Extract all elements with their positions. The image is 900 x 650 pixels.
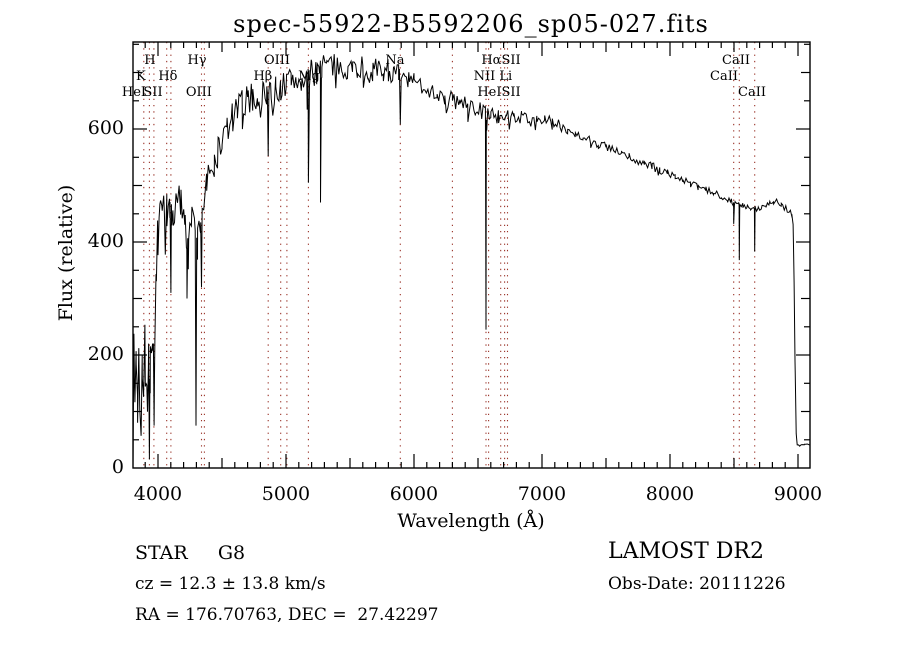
spectral-line-label: CaII [710,69,738,84]
spectral-line-label: OIII [186,85,212,100]
x-tick-label: 7000 [517,483,567,505]
axis-ticks [133,42,810,468]
x-axis-label: Wavelength (Å) [397,510,545,532]
spectral-line-label: Hγ [187,53,206,68]
spectral-line-label: K [136,69,146,84]
y-tick-label: 400 [87,230,124,252]
x-tick-label: 8000 [645,483,695,505]
spectral-line-label: CaII [738,85,766,100]
spectral-line-label: CaII [722,53,750,68]
y-axis-label: Flux (relative) [55,184,77,322]
plot-title: spec-55922-B5592206_sp05-027.fits [233,10,709,38]
star-class-text: STAR G8 [135,542,246,564]
survey-text: LAMOST DR2 [608,539,764,564]
spectral-line-label: Hδ [158,69,177,84]
spectral-line-label: H [144,53,155,68]
spectral-line-label: OIII [264,53,290,68]
plot-frame [132,41,811,469]
spectral-line-label: NII Li [474,69,513,84]
x-tick-label: 6000 [389,483,439,505]
spectral-line-label: Hβ [253,69,272,84]
spectral-line-label: HeI [122,85,146,100]
spectrum-line [132,54,810,469]
x-tick-label: 4000 [133,483,183,505]
spectral-line-label: Na [385,53,404,68]
spectral-line-label: SII [143,85,162,100]
y-tick-label: 600 [87,117,124,139]
y-tick-label: 0 [111,456,124,478]
spectral-line-label: HαSII [481,53,520,68]
spectral-line-label: HeISII [477,85,520,100]
x-tick-label: 9000 [773,483,823,505]
x-tick-label: 5000 [261,483,311,505]
cz-text: cz = 12.3 ± 13.8 km/s [135,574,326,594]
obs-date-text: Obs-Date: 20111226 [608,574,786,594]
ra-dec-text: RA = 176.70763, DEC = 27.42297 [135,605,439,625]
y-tick-label: 200 [87,343,124,365]
